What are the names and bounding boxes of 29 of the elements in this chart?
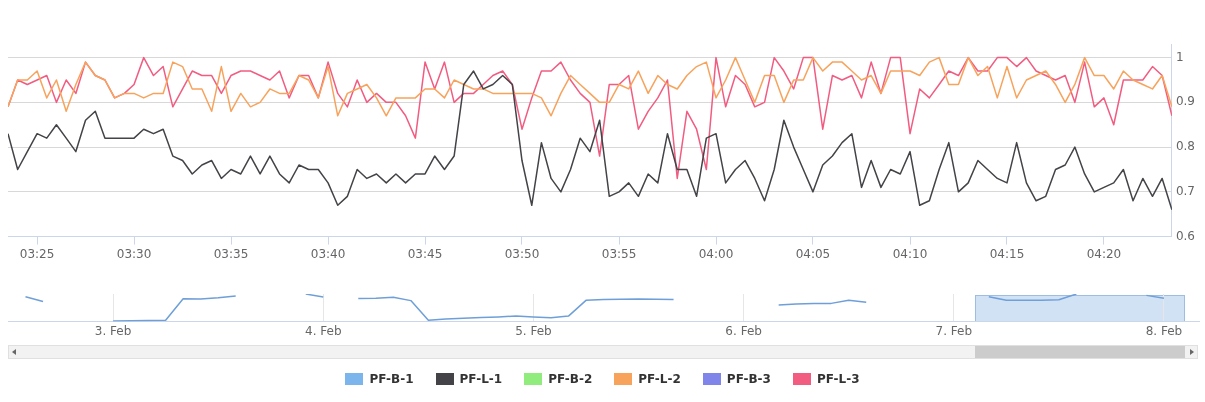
x-tick-label: 03:25 bbox=[19, 246, 55, 261]
x-tick-label: 7. Feb bbox=[935, 323, 973, 338]
x-tick-label: 8. Feb bbox=[1145, 323, 1183, 338]
legend-label: PF-L-2 bbox=[638, 372, 681, 386]
x-tick-label: 03:35 bbox=[213, 246, 249, 261]
x-tick-label: 04:05 bbox=[795, 246, 831, 261]
x-tick-label: 6. Feb bbox=[725, 323, 762, 338]
legend-label: PF-B-1 bbox=[369, 372, 414, 386]
x-tick-label: 03:50 bbox=[504, 246, 540, 261]
y-tick-label: 0.6 bbox=[1175, 228, 1196, 243]
x-tick-label: 03:30 bbox=[116, 246, 152, 261]
x-tick-label: 03:45 bbox=[407, 246, 443, 261]
x-tick-label: 5. Feb bbox=[515, 323, 552, 338]
legend-label: PF-B-3 bbox=[726, 372, 771, 386]
y-tick-label: 0.9 bbox=[1175, 94, 1196, 109]
y-tick-label: 1 bbox=[1175, 49, 1184, 64]
x-tick-label: 03:40 bbox=[310, 246, 346, 261]
x-tick-label: 04:20 bbox=[1086, 246, 1122, 261]
y-tick-label: 0.8 bbox=[1175, 139, 1196, 154]
x-tick-label: 03:55 bbox=[601, 246, 637, 261]
x-tick-label: 04:00 bbox=[698, 246, 734, 261]
x-tick-label: 3. Feb bbox=[94, 323, 132, 338]
legend-label: PF-B-2 bbox=[548, 372, 593, 386]
y-tick-label: 0.7 bbox=[1175, 183, 1196, 198]
legend-label: PF-L-3 bbox=[816, 372, 860, 386]
x-tick-label: 04:15 bbox=[989, 246, 1025, 261]
x-tick-label: 04:10 bbox=[892, 246, 928, 261]
x-tick-label: 4. Feb bbox=[305, 323, 342, 338]
legend-label: PF-L-1 bbox=[459, 372, 503, 386]
